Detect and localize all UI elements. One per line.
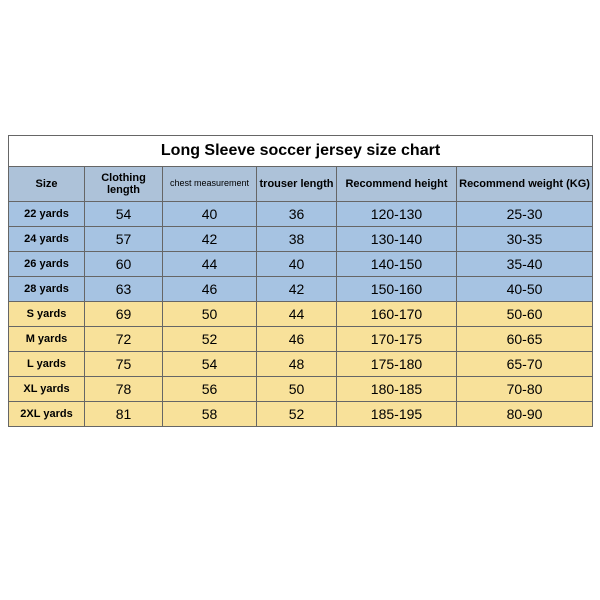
cell-size: 28 yards — [9, 277, 85, 302]
col-trouser-length: trouser length — [257, 167, 337, 202]
cell: 50-60 — [457, 302, 593, 327]
cell: 140-150 — [337, 252, 457, 277]
col-recommend-weight: Recommend weight (KG) — [457, 167, 593, 202]
cell: 72 — [85, 327, 163, 352]
cell-size: S yards — [9, 302, 85, 327]
cell: 150-160 — [337, 277, 457, 302]
cell: 160-170 — [337, 302, 457, 327]
cell: 52 — [257, 402, 337, 427]
table-header-row: Size Clothing length chest measurement t… — [9, 167, 593, 202]
cell: 38 — [257, 227, 337, 252]
cell: 52 — [163, 327, 257, 352]
cell-size: 26 yards — [9, 252, 85, 277]
cell: 54 — [85, 202, 163, 227]
cell: 175-180 — [337, 352, 457, 377]
cell: 42 — [163, 227, 257, 252]
cell: 46 — [163, 277, 257, 302]
cell: 81 — [85, 402, 163, 427]
table-row: 28 yards 63 46 42 150-160 40-50 — [9, 277, 593, 302]
cell: 80-90 — [457, 402, 593, 427]
cell: 78 — [85, 377, 163, 402]
table-row: 22 yards 54 40 36 120-130 25-30 — [9, 202, 593, 227]
cell: 69 — [85, 302, 163, 327]
cell: 42 — [257, 277, 337, 302]
cell: 120-130 — [337, 202, 457, 227]
cell-size: M yards — [9, 327, 85, 352]
table-row: 26 yards 60 44 40 140-150 35-40 — [9, 252, 593, 277]
cell: 57 — [85, 227, 163, 252]
size-chart: Long Sleeve soccer jersey size chart Siz… — [8, 135, 592, 427]
col-chest-measurement: chest measurement — [163, 167, 257, 202]
cell: 60-65 — [457, 327, 593, 352]
cell: 44 — [257, 302, 337, 327]
cell: 70-80 — [457, 377, 593, 402]
cell: 44 — [163, 252, 257, 277]
table-body: 22 yards 54 40 36 120-130 25-30 24 yards… — [9, 202, 593, 427]
cell: 30-35 — [457, 227, 593, 252]
cell: 46 — [257, 327, 337, 352]
table-row: L yards 75 54 48 175-180 65-70 — [9, 352, 593, 377]
cell: 25-30 — [457, 202, 593, 227]
cell: 130-140 — [337, 227, 457, 252]
col-recommend-height: Recommend height — [337, 167, 457, 202]
cell: 54 — [163, 352, 257, 377]
cell-size: XL yards — [9, 377, 85, 402]
size-chart-table: Long Sleeve soccer jersey size chart Siz… — [8, 135, 593, 427]
cell: 48 — [257, 352, 337, 377]
cell: 180-185 — [337, 377, 457, 402]
cell: 40 — [163, 202, 257, 227]
cell: 40-50 — [457, 277, 593, 302]
table-title: Long Sleeve soccer jersey size chart — [9, 136, 593, 167]
col-clothing-length: Clothing length — [85, 167, 163, 202]
cell: 58 — [163, 402, 257, 427]
cell: 63 — [85, 277, 163, 302]
cell: 36 — [257, 202, 337, 227]
cell-size: L yards — [9, 352, 85, 377]
cell-size: 24 yards — [9, 227, 85, 252]
table-row: XL yards 78 56 50 180-185 70-80 — [9, 377, 593, 402]
cell: 170-175 — [337, 327, 457, 352]
table-row: S yards 69 50 44 160-170 50-60 — [9, 302, 593, 327]
cell: 75 — [85, 352, 163, 377]
cell: 40 — [257, 252, 337, 277]
cell: 50 — [163, 302, 257, 327]
cell: 65-70 — [457, 352, 593, 377]
cell: 56 — [163, 377, 257, 402]
cell: 60 — [85, 252, 163, 277]
table-row: 2XL yards 81 58 52 185-195 80-90 — [9, 402, 593, 427]
cell: 50 — [257, 377, 337, 402]
cell-size: 22 yards — [9, 202, 85, 227]
cell: 35-40 — [457, 252, 593, 277]
cell-size: 2XL yards — [9, 402, 85, 427]
table-row: 24 yards 57 42 38 130-140 30-35 — [9, 227, 593, 252]
cell: 185-195 — [337, 402, 457, 427]
table-row: M yards 72 52 46 170-175 60-65 — [9, 327, 593, 352]
col-size: Size — [9, 167, 85, 202]
